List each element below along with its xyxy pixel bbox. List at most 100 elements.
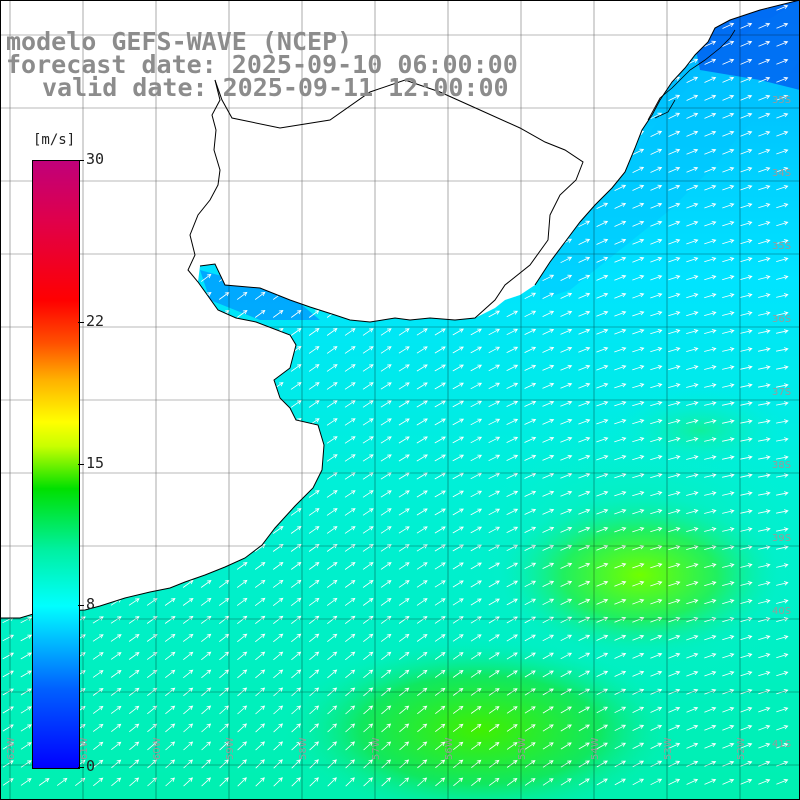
wind-arrow — [272, 310, 284, 318]
wind-arrow — [776, 58, 789, 65]
wind-arrow — [200, 580, 212, 588]
wind-arrow — [686, 706, 699, 713]
longitude-label: 54W — [590, 737, 601, 760]
wind-arrow — [632, 202, 645, 209]
wind-arrow — [291, 669, 302, 679]
wind-arrow — [542, 598, 555, 606]
wind-arrow — [578, 724, 590, 732]
wind-arrow — [704, 58, 717, 65]
wind-arrow — [650, 437, 663, 443]
wind-arrow — [596, 328, 609, 335]
wind-arrow — [273, 759, 283, 769]
wind-arrow — [686, 166, 699, 173]
wind-arrow — [686, 778, 699, 785]
wind-arrow — [542, 742, 554, 750]
wind-arrow — [416, 328, 428, 336]
wind-arrow — [309, 723, 320, 733]
wind-arrow — [704, 293, 717, 299]
wind-arrow — [722, 437, 735, 442]
wind-arrow — [416, 490, 428, 498]
wind-arrow — [578, 652, 591, 660]
wind-arrow — [291, 723, 302, 733]
wind-arrow — [740, 311, 753, 316]
wind-arrow — [758, 491, 771, 496]
wind-arrow — [632, 292, 645, 299]
wind-arrow — [578, 670, 591, 678]
wind-arrow — [650, 742, 663, 749]
wind-arrow — [470, 634, 482, 642]
wind-arrow — [2, 670, 14, 678]
wind-arrow — [560, 310, 573, 317]
wind-arrow — [704, 184, 717, 191]
wind-arrow — [596, 292, 609, 299]
wind-arrow — [363, 705, 374, 715]
wind-arrow — [488, 400, 501, 408]
wind-arrow — [309, 777, 319, 787]
wind-arrow — [452, 634, 464, 642]
wind-arrow — [722, 347, 735, 352]
wind-arrow — [524, 526, 537, 533]
wind-arrow — [632, 365, 645, 371]
wind-arrow — [596, 220, 609, 227]
wind-arrow — [704, 76, 717, 83]
wind-arrow — [614, 706, 627, 714]
wind-arrow — [237, 723, 248, 733]
wind-arrow — [470, 723, 482, 732]
wind-arrow — [740, 563, 753, 568]
wind-arrow — [704, 112, 717, 119]
wind-arrow — [668, 527, 681, 533]
wind-arrow — [362, 598, 374, 606]
wind-arrow — [704, 275, 717, 281]
wind-arrow — [542, 310, 555, 317]
wind-arrow — [219, 777, 229, 787]
wind-arrow — [308, 490, 320, 498]
wind-arrow — [417, 777, 428, 787]
wind-arrow — [111, 741, 122, 751]
wind-arrow — [524, 382, 537, 389]
wind-arrow — [722, 221, 735, 227]
wind-arrow — [542, 328, 555, 335]
wind-arrow — [255, 777, 265, 787]
wind-arrow — [578, 418, 591, 425]
wind-arrow — [380, 580, 392, 588]
wind-arrow — [236, 291, 248, 300]
wind-arrow — [578, 742, 590, 750]
wind-arrow — [435, 705, 446, 715]
wind-arrow — [128, 598, 140, 606]
longitude-label: 60W — [152, 737, 163, 760]
wind-arrow — [524, 454, 537, 461]
wind-arrow — [668, 202, 681, 209]
wind-arrow — [704, 401, 717, 406]
wind-arrow — [416, 508, 428, 516]
wind-arrow — [488, 328, 501, 336]
wind-arrow — [632, 311, 645, 317]
wind-arrow — [273, 669, 284, 679]
wind-arrow — [758, 760, 771, 767]
wind-arrow — [344, 382, 356, 390]
wind-arrow — [668, 634, 681, 641]
wind-arrow — [434, 580, 446, 588]
wind-arrow — [434, 418, 446, 426]
wind-arrow — [326, 508, 338, 516]
wind-arrow — [722, 706, 735, 713]
longitude-label: 59W — [225, 737, 236, 760]
wind-arrow — [435, 777, 446, 787]
wind-arrow — [506, 364, 519, 372]
wind-arrow — [236, 579, 248, 588]
wind-arrow — [542, 346, 555, 353]
wind-arrow — [524, 760, 536, 768]
wind-arrow — [722, 401, 735, 406]
wind-arrow — [596, 670, 609, 677]
wind-arrow — [506, 310, 519, 318]
longitude-label: 52W — [736, 737, 747, 760]
wind-arrow — [236, 597, 248, 606]
wind-arrow — [110, 705, 122, 714]
wind-arrow — [704, 202, 717, 209]
wind-arrow — [434, 508, 446, 516]
wind-arrow — [219, 705, 230, 715]
wind-arrow — [291, 705, 302, 715]
wind-arrow — [704, 257, 717, 263]
wind-arrow — [344, 597, 356, 606]
wind-arrow — [560, 454, 573, 461]
wind-arrow — [452, 400, 465, 408]
